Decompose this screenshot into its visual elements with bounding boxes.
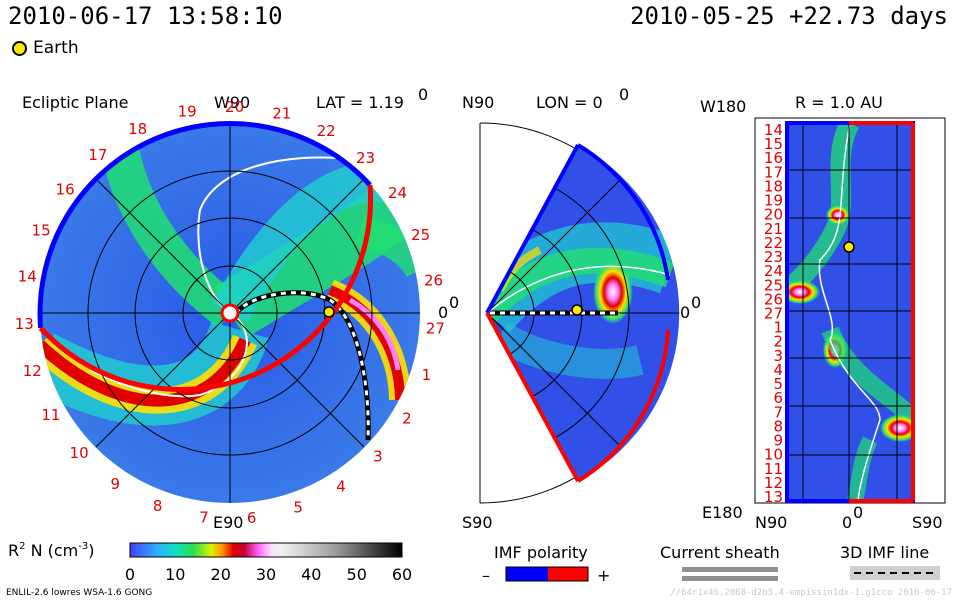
imf-3d-title: 3D IMF line bbox=[840, 543, 929, 562]
ecliptic-rim-tick: 6 bbox=[247, 509, 257, 527]
radial-bottom-zero: 0 bbox=[842, 513, 852, 532]
current-sheath-legend: Current sheath bbox=[660, 543, 780, 581]
radial-bottom-left-label: E180 bbox=[702, 503, 743, 522]
ecliptic-rim-tick: 18 bbox=[128, 120, 147, 138]
imf-polarity-legend: IMF polarity – + bbox=[482, 543, 610, 585]
ecliptic-rim-tick: 13 bbox=[15, 315, 34, 333]
meridional-top-label: N90 bbox=[462, 93, 494, 112]
ecliptic-rim-tick: 7 bbox=[199, 508, 209, 526]
ecliptic-rim-tick: 24 bbox=[388, 184, 407, 202]
ecliptic-rim-tick: 12 bbox=[23, 362, 42, 380]
ecliptic-rim-tick: 20 bbox=[225, 98, 244, 116]
ecliptic-rim-tick: 9 bbox=[111, 475, 121, 493]
ecliptic-rim-tick: 19 bbox=[178, 103, 197, 121]
ecliptic-title: Ecliptic Plane bbox=[22, 93, 128, 112]
radial-rotation-ticks: 1415161718192021222324252627123456789101… bbox=[764, 121, 783, 506]
colorbar-ticks: 0 10 20 30 40 50 60 bbox=[125, 565, 412, 584]
current-sheath-title: Current sheath bbox=[660, 543, 780, 562]
radial-bottom-n: N90 bbox=[755, 513, 787, 532]
ecliptic-rim-tick: 27 bbox=[426, 319, 445, 337]
ecliptic-right-sup: 0 bbox=[449, 293, 459, 312]
meridional-right-sup: 0 bbox=[691, 293, 701, 312]
ecliptic-rim-tick: 25 bbox=[411, 226, 430, 244]
ecliptic-bottom-label: E90 bbox=[213, 513, 243, 532]
ecliptic-panel: Ecliptic Plane W90 LAT = 1.19 0 E90 0 0 bbox=[15, 85, 459, 532]
earth-marker-ecliptic bbox=[324, 307, 334, 317]
radial-r-label: R = 1.0 AU bbox=[795, 93, 883, 112]
ecliptic-rim-tick: 4 bbox=[336, 478, 346, 496]
earth-marker-radial bbox=[844, 242, 854, 252]
imf-minus-label: – bbox=[482, 566, 490, 585]
earth-marker-meridional bbox=[572, 305, 582, 315]
meridional-right-label: 0 bbox=[680, 303, 690, 322]
imf-positive-swatch bbox=[548, 567, 588, 581]
ecliptic-rim-tick: 15 bbox=[32, 222, 51, 240]
model-credit: ENLIL-2.6 lowres WSA-1.6 GONG bbox=[6, 588, 152, 598]
imf-negative-swatch bbox=[506, 567, 548, 581]
meridional-lon-sup: 0 bbox=[619, 85, 629, 104]
colorbar-tick: 10 bbox=[165, 565, 185, 584]
ecliptic-rim-tick: 23 bbox=[356, 149, 375, 167]
ecliptic-rim-tick: 10 bbox=[70, 444, 89, 462]
ecliptic-rim-tick: 2 bbox=[402, 410, 412, 428]
radial-rotation-tick: 13 bbox=[764, 488, 783, 506]
ecliptic-rim-tick: 26 bbox=[424, 272, 443, 290]
ecliptic-rim-tick: 22 bbox=[317, 122, 336, 140]
ecliptic-rim-tick: 17 bbox=[88, 146, 107, 164]
ecliptic-rim-tick: 8 bbox=[153, 497, 163, 515]
radial-top-left-label: W180 bbox=[700, 97, 746, 116]
ecliptic-lat-label: LAT = 1.19 bbox=[316, 93, 404, 112]
colorbar: R2 N (cm-3) 0 10 20 30 40 50 60 bbox=[8, 541, 412, 584]
colorbar-tick: 20 bbox=[211, 565, 231, 584]
ecliptic-rim-tick: 5 bbox=[293, 498, 303, 516]
radial-panel: W180 R = 1.0 AU E180 N90 0 0 S90 bbox=[700, 93, 945, 532]
imf-plus-label: + bbox=[597, 566, 610, 585]
colorbar-tick: 40 bbox=[301, 565, 321, 584]
colorbar-tick: 0 bbox=[125, 565, 135, 584]
ecliptic-lat-sup: 0 bbox=[418, 85, 428, 104]
ecliptic-rim-tick: 3 bbox=[373, 447, 383, 465]
radial-bottom-s: S90 bbox=[912, 513, 943, 532]
imf-polarity-title: IMF polarity bbox=[494, 543, 588, 562]
ecliptic-rim-tick: 16 bbox=[56, 181, 75, 199]
ecliptic-rim-tick: 1 bbox=[422, 366, 432, 384]
radial-bottom-zero-sup: 0 bbox=[853, 503, 863, 522]
colorbar-label: R2 N (cm-3) bbox=[8, 541, 95, 560]
colorbar-tick: 50 bbox=[347, 565, 367, 584]
ecliptic-rim-tick: 21 bbox=[272, 105, 291, 123]
meridional-lon-label: LON = 0 bbox=[536, 93, 603, 112]
colorbar-tick: 60 bbox=[392, 565, 412, 584]
sun-marker bbox=[222, 305, 238, 321]
watermark: //64r1x46.2068-d2b5.4-empissin1dx-1.g1cc… bbox=[670, 588, 952, 598]
colorbar-tick: 30 bbox=[256, 565, 276, 584]
ecliptic-rim-tick: 14 bbox=[18, 267, 37, 285]
ecliptic-rim-tick: 11 bbox=[41, 406, 60, 424]
meridional-bottom-label: S90 bbox=[462, 513, 493, 532]
imf-3d-line-legend: 3D IMF line bbox=[840, 543, 940, 580]
